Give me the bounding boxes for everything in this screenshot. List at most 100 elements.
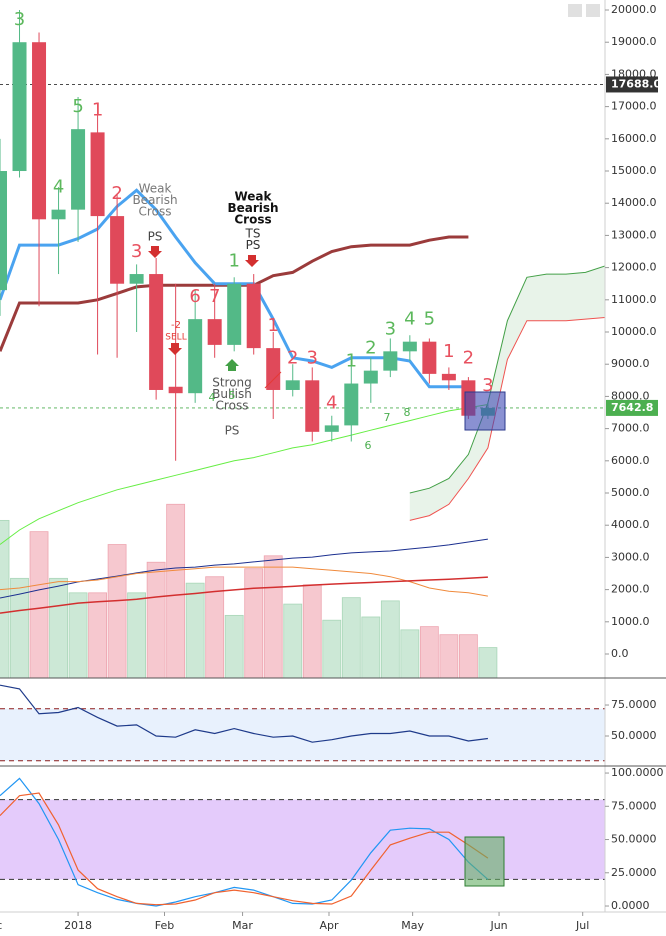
count-label: 5 (424, 309, 435, 330)
toolbar-icon[interactable] (586, 4, 600, 17)
annotation: TS (245, 227, 261, 241)
y-tick-label: 12000.0 (611, 261, 657, 274)
volume-bar (458, 634, 478, 678)
cloud-area (409, 266, 605, 521)
highlight-box (464, 391, 506, 431)
y-tick-label: 25.0000 (611, 866, 657, 879)
annotation: Cross (139, 205, 172, 219)
y-tick-label: 5000.0 (611, 486, 650, 499)
y-tick-label: 7000.0 (611, 422, 650, 435)
y-tick-label: 8000.0 (611, 389, 650, 402)
candle-body (207, 319, 222, 345)
drawing-overlay (148, 4, 600, 887)
candle-body (129, 274, 144, 284)
annotation: Bullish (212, 387, 252, 401)
volume-bar (341, 597, 361, 678)
y-tick-label: 1000.0 (611, 615, 650, 628)
count-label: 1 (443, 341, 454, 362)
x-tick-label: 2018 (64, 919, 92, 932)
candle-body (188, 319, 203, 394)
count-label: 2 (287, 347, 298, 368)
annotation: Bearish (132, 193, 177, 207)
volume-bar (49, 577, 68, 678)
volume-bar (10, 577, 29, 678)
count-label: 3 (14, 9, 25, 30)
count-label: 1 (92, 99, 103, 120)
x-tick-label: Feb (155, 919, 174, 932)
indicator-line (0, 404, 488, 545)
y-tick-label: 0.0000 (611, 899, 650, 912)
candle-body (363, 370, 378, 384)
x-tick-label: Dec (0, 919, 2, 932)
candle-body (422, 341, 437, 374)
volume-bar (146, 561, 166, 678)
volume-bar (205, 576, 225, 678)
volume-bar (166, 503, 186, 678)
annotation: Weak (139, 182, 172, 196)
oscillator-line (0, 684, 488, 743)
y-tick-label: 3000.0 (611, 550, 650, 563)
count-label: 6 (189, 286, 200, 307)
volume-bar (29, 531, 49, 678)
annotation: PS (246, 238, 261, 252)
count-label: 3 (307, 347, 318, 368)
y-tick-label: 15000.0 (611, 164, 657, 177)
y-tick-label: 20000.0 (611, 3, 657, 16)
candle-body (0, 171, 7, 291)
buy-arrow (225, 359, 239, 371)
annotation: 6 (365, 439, 372, 452)
volume-bar (263, 555, 283, 678)
x-tick-label: Jun (489, 919, 507, 932)
cloud-lower (409, 317, 605, 521)
volume-bar (439, 634, 459, 678)
band (0, 799, 605, 880)
count-label: 2 (463, 347, 474, 368)
y-tick-label: 50.0000 (611, 729, 657, 742)
pointer-line (264, 371, 282, 389)
count-label: 3 (385, 318, 396, 339)
band (0, 708, 605, 761)
x-tick-label: Apr (319, 919, 339, 932)
count-label: 3 (482, 375, 493, 396)
candle-body (71, 129, 86, 210)
candle-body (383, 351, 398, 371)
price-badge-label: 7642.8 (611, 401, 653, 414)
annotation: -2 (171, 320, 181, 331)
y-tick-label: 13000.0 (611, 228, 657, 241)
y-tick-label: 75.0000 (611, 698, 657, 711)
volume-bar (127, 592, 147, 678)
candle-body (402, 341, 417, 352)
candle-body (324, 425, 339, 432)
annotation: Cross (234, 213, 271, 227)
sell-arrow (245, 255, 259, 267)
count-label: 4 (326, 392, 337, 413)
toolbar-icon[interactable] (568, 4, 582, 17)
annotation: 8 (404, 406, 411, 419)
count-label: 1 (267, 315, 278, 336)
annotation: Strong (212, 376, 252, 390)
volume-bar (400, 629, 420, 678)
annotation: SELL (165, 333, 186, 343)
count-label: 2 (365, 338, 376, 359)
annotation: Weak (234, 190, 272, 204)
count-label: 1 (228, 251, 239, 272)
annotation: Bearish (227, 201, 278, 215)
y-tick-label: 19000.0 (611, 35, 657, 48)
sell-arrow (168, 343, 182, 355)
volume-bar (322, 619, 342, 678)
x-tick-label: Mar (232, 919, 253, 932)
candle-body (12, 42, 27, 172)
candle-body (110, 216, 125, 284)
price-badge (606, 399, 658, 416)
price-badge-label: 17688.0 (611, 77, 661, 90)
count-label: 7 (209, 286, 220, 307)
count-label: 2 (111, 183, 122, 204)
candle-body (51, 209, 66, 220)
annotation: Cross (216, 399, 249, 413)
panel (0, 684, 605, 762)
y-tick-label: 2000.0 (611, 583, 650, 596)
volume-bar (244, 568, 264, 678)
x-tick-label: Jul (575, 919, 589, 932)
volume-bar (88, 592, 107, 678)
